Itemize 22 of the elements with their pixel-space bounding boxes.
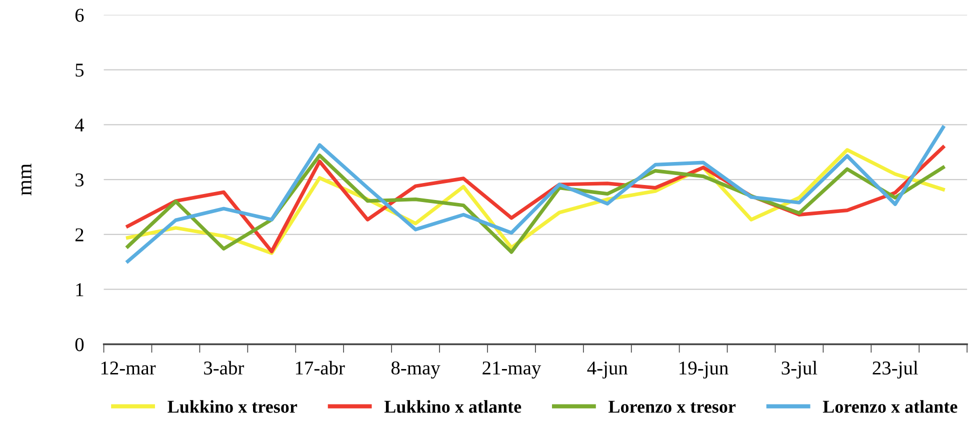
x-tick-label: 3-abr bbox=[204, 360, 244, 375]
y-axis-title: mm bbox=[21, 164, 32, 196]
x-tick-label: 8-may bbox=[391, 361, 440, 379]
legend-label: Lukkino x tresor bbox=[168, 400, 298, 413]
x-tick-label: 3-jul bbox=[782, 360, 818, 379]
y-tick-label: 3 bbox=[76, 173, 84, 186]
y-tick-label: 6 bbox=[75, 8, 84, 22]
legend-label: Lorenzo x atlante bbox=[822, 400, 958, 413]
legend-label: Lukkino x atlante bbox=[384, 400, 522, 413]
legend-label: Lorenzo x tresor bbox=[608, 400, 736, 413]
y-tick-label: 2 bbox=[75, 228, 84, 242]
x-tick-label: 23-jul bbox=[872, 360, 918, 379]
x-tick-label: 21-may bbox=[482, 361, 542, 379]
x-tick-label: 17-abr bbox=[296, 360, 345, 375]
y-tick-label: 0 bbox=[75, 338, 84, 352]
x-tick-label: 12-mar bbox=[101, 362, 156, 375]
x-tick-label: 4-jun bbox=[587, 362, 628, 379]
x-tick-label: 19-jun bbox=[680, 362, 728, 379]
y-tick-label: 5 bbox=[76, 64, 84, 77]
y-tick-label: 1 bbox=[76, 283, 84, 296]
y-tick-label: 4 bbox=[75, 118, 84, 132]
line-series bbox=[126, 126, 945, 264]
